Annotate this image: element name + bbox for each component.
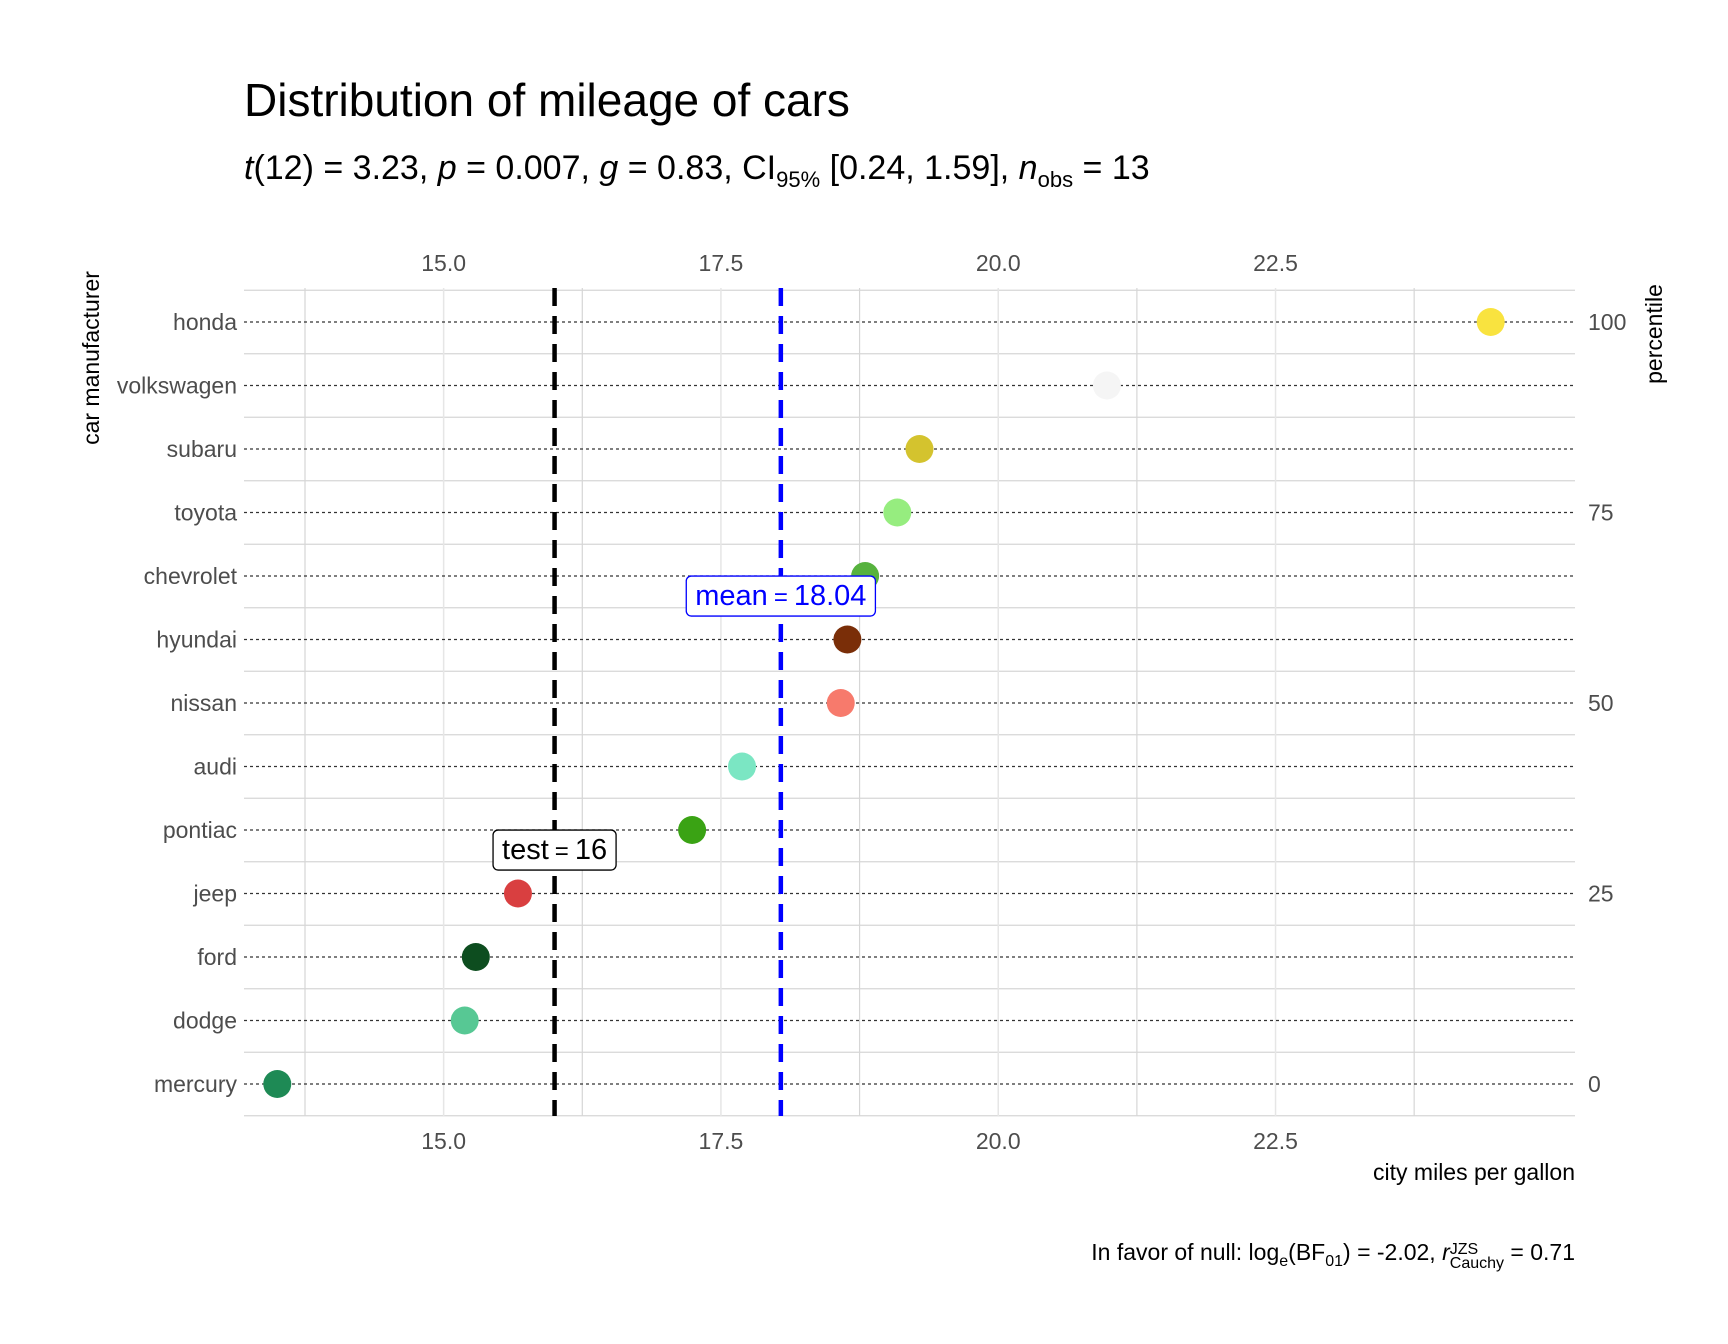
percentile-tick-50: 50 (1588, 690, 1614, 716)
y-tick-honda: honda (173, 309, 237, 335)
t-df: (12) = 3.23, (253, 149, 438, 187)
y-tick-hyundai: hyundai (156, 627, 237, 653)
point-toyota (883, 498, 912, 527)
x-axis-bottom-tick-labels: 15.0 17.5 20.0 22.5 (421, 1128, 1298, 1154)
y-tick-subaru: subaru (167, 436, 237, 462)
y-axis-title: car manufacturer (78, 271, 104, 445)
point-jeep (503, 879, 532, 908)
p-value: = 0.007, (456, 149, 600, 187)
mean-label-equals: = (774, 584, 788, 611)
point-volkswagen (1092, 371, 1121, 400)
y-tick-dodge: dodge (173, 1008, 237, 1034)
percentile-tick-25: 25 (1588, 881, 1614, 907)
point-pontiac (678, 816, 707, 844)
x-top-tick-22.5: 22.5 (1253, 250, 1298, 276)
caption-bf: (BF (1288, 1239, 1326, 1265)
y-tick-audi: audi (194, 754, 237, 780)
major-gridlines (442, 288, 1277, 1116)
percentile-tick-labels: 100 75 50 25 0 (1588, 309, 1626, 1097)
test-label-text: test = 16 (502, 834, 607, 866)
y-axis-tick-labels: honda volkswagen subaru toyota chevrolet hyun… (117, 309, 238, 1097)
reference-lines (552, 288, 784, 1116)
x-top-tick-17.5: 17.5 (699, 250, 744, 276)
point-nissan (826, 689, 855, 717)
r-symbol: r (1442, 1239, 1450, 1265)
point-honda (1476, 308, 1505, 336)
n-symbol: n (1018, 149, 1038, 187)
x-bottom-tick-15.0: 15.0 (421, 1128, 466, 1154)
caption-r-value: = 0.71 (1504, 1239, 1575, 1265)
caption-lead: In favor of null: log (1091, 1239, 1280, 1265)
percentile-axis-title: percentile (1641, 284, 1667, 384)
caption-bf-value: ) = -2.02, (1343, 1239, 1443, 1265)
x-bottom-tick-17.5: 17.5 (699, 1128, 744, 1154)
test-label-equals: = (555, 838, 569, 865)
log-subscript: e (1279, 1253, 1289, 1270)
y-tick-mercury: mercury (154, 1071, 238, 1097)
r-superscript: JZS (1449, 1241, 1479, 1258)
ci-value: [0.24, 1.59], (820, 149, 1019, 187)
chart-subtitle: t(12) = 3.23, p = 0.007, g = 0.83, CI95%… (244, 146, 1150, 192)
chart-title: Distribution of mileage of cars (244, 74, 850, 126)
mean-label: mean = 18.04 (685, 575, 877, 617)
r-subscript: Cauchy (1449, 1255, 1505, 1272)
point-audi (728, 752, 757, 781)
point-ford (461, 943, 490, 971)
point-subaru (905, 435, 934, 463)
y-tick-toyota: toyota (174, 500, 237, 526)
mean-label-name: mean (695, 580, 768, 612)
point-dodge (450, 1006, 479, 1035)
ci-subscript: 95% (776, 167, 821, 192)
percentile-tick-100: 100 (1588, 309, 1626, 335)
percentile-tick-0: 0 (1588, 1071, 1601, 1097)
n-subscript: obs (1037, 167, 1074, 192)
p-symbol: p (437, 149, 457, 187)
r-sup-sub: JZS Cauchy (1449, 1241, 1505, 1272)
x-axis-top-tick-labels: 15.0 17.5 20.0 22.5 (421, 250, 1298, 276)
percentile-tick-75: 75 (1588, 500, 1614, 526)
g-value: = 0.83, CI (618, 149, 777, 187)
bf-subscript: 01 (1325, 1253, 1344, 1270)
point-hyundai (833, 625, 862, 654)
n-value: = 13 (1073, 149, 1150, 187)
y-tick-volkswagen: volkswagen (117, 373, 237, 399)
x-bottom-tick-20.0: 20.0 (976, 1128, 1021, 1154)
data-points (263, 308, 1505, 1098)
test-label-value: 16 (575, 834, 607, 866)
y-tick-ford: ford (197, 944, 237, 970)
y-tick-jeep: jeep (193, 881, 237, 907)
mean-label-value: 18.04 (794, 580, 867, 612)
y-tick-pontiac: pontiac (163, 817, 237, 843)
x-axis-title: city miles per gallon (1373, 1159, 1575, 1185)
minor-gridlines (244, 288, 1575, 1117)
x-bottom-tick-22.5: 22.5 (1253, 1128, 1298, 1154)
x-top-tick-20.0: 20.0 (976, 250, 1021, 276)
test-label: test = 16 (492, 829, 617, 871)
mean-label-box (685, 575, 877, 617)
g-symbol: g (599, 149, 619, 187)
x-top-tick-15.0: 15.0 (421, 250, 466, 276)
t-symbol: t (244, 149, 254, 187)
test-label-box (492, 829, 617, 871)
test-label-name: test (502, 834, 549, 866)
chart-caption: In favor of null: loge(BF01) = -2.02, rJ… (1091, 1236, 1575, 1272)
point-mercury (263, 1070, 292, 1098)
y-tick-chevrolet: chevrolet (144, 563, 238, 589)
y-tick-nissan: nissan (171, 690, 237, 716)
mean-label-text: mean = 18.04 (695, 580, 866, 612)
